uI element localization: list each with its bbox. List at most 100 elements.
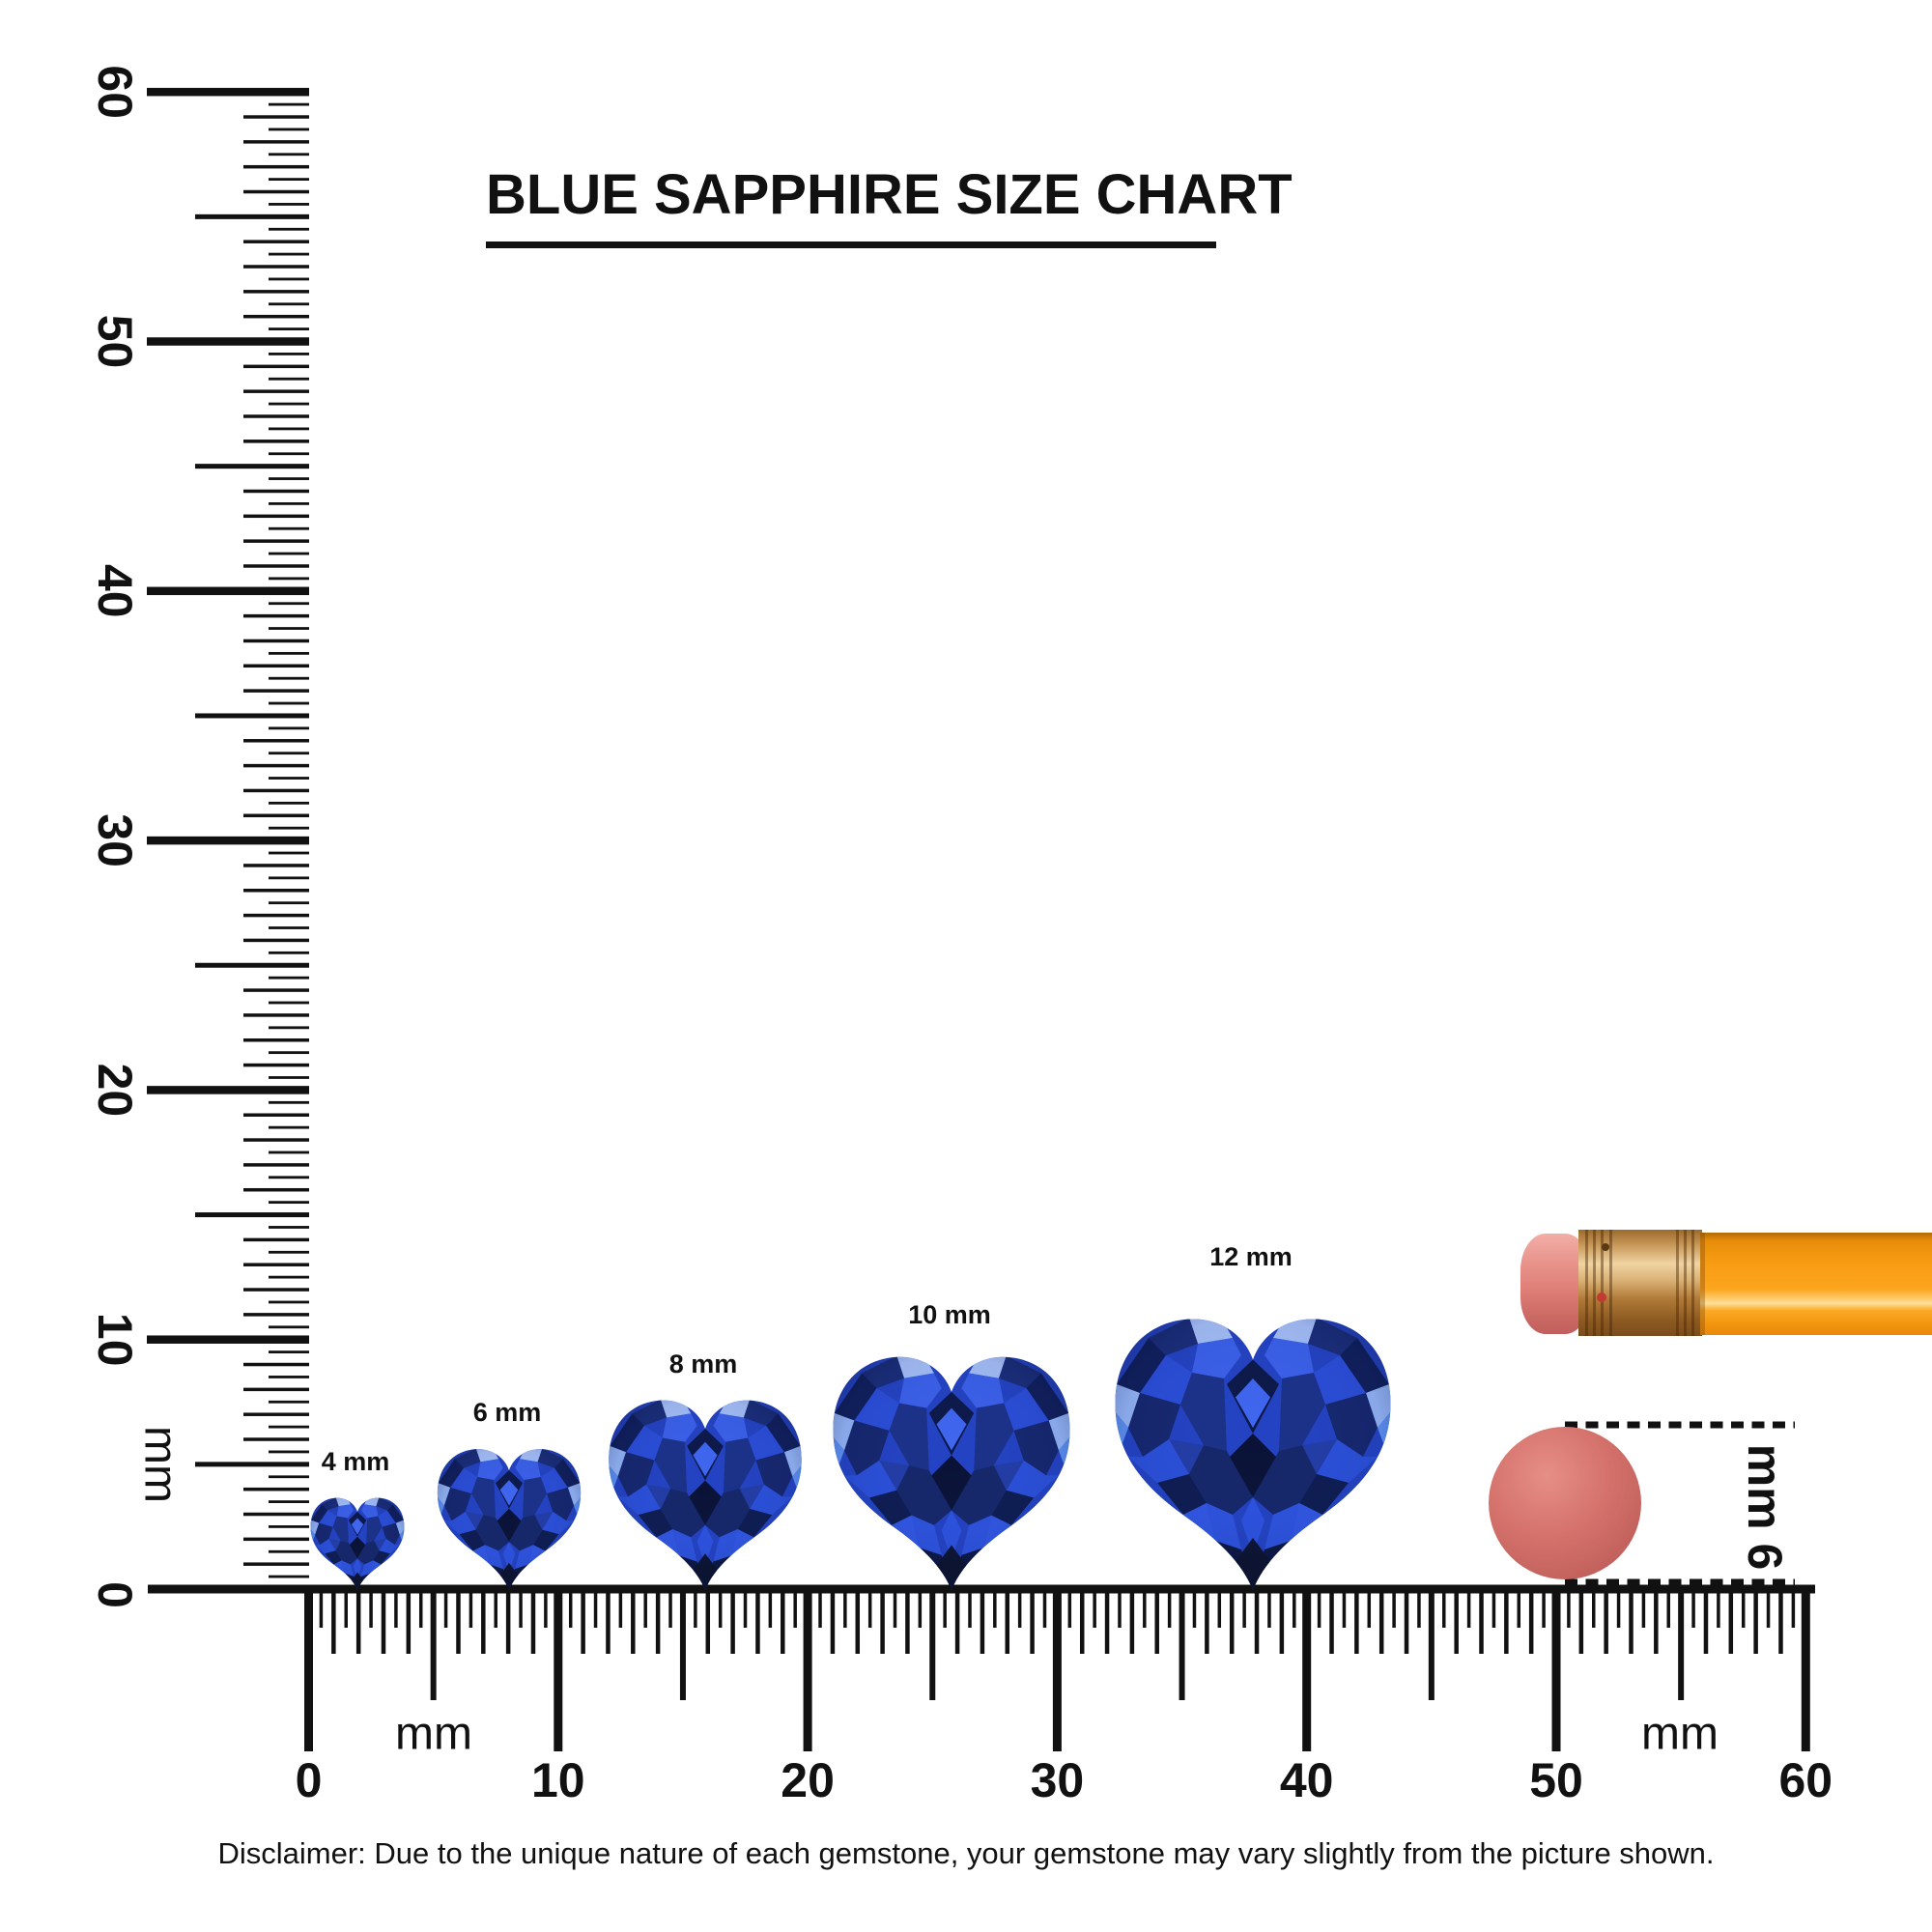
h-tick	[768, 1589, 773, 1628]
h-tick	[381, 1589, 386, 1654]
v-tick	[269, 602, 309, 606]
h-tick	[1578, 1589, 1584, 1654]
v-tick	[243, 1237, 309, 1242]
h-tick	[319, 1589, 324, 1628]
h-tick	[355, 1589, 361, 1654]
v-tick	[269, 826, 309, 830]
h-tick	[1691, 1589, 1695, 1628]
horizontal-ruler: 0 10 20 30 40 50 60 mm mm	[296, 1589, 1833, 1807]
v-tick	[243, 115, 309, 119]
h-ruler-number: 10	[531, 1753, 585, 1807]
h-tick	[1104, 1589, 1110, 1654]
h-tick	[1567, 1589, 1571, 1628]
v-tick	[269, 1325, 309, 1329]
sapphire-heart-gem-10mm	[827, 1350, 1076, 1590]
h-tick	[867, 1589, 872, 1628]
h-tick	[1030, 1589, 1035, 1654]
v-tick	[269, 1100, 309, 1104]
h-tick	[993, 1589, 997, 1628]
h-tick	[1052, 1589, 1062, 1751]
h-tick	[755, 1589, 760, 1654]
v-tick	[243, 514, 309, 519]
h-ruler-number: 30	[1031, 1753, 1085, 1807]
v-tick	[243, 1113, 309, 1117]
v-tick	[269, 501, 309, 505]
v-tick	[243, 389, 309, 393]
h-tick	[1517, 1589, 1521, 1628]
v-tick	[243, 1138, 309, 1142]
v-tick	[269, 777, 309, 780]
h-tick	[1279, 1589, 1285, 1654]
h-tick	[954, 1589, 960, 1654]
h-tick	[1766, 1589, 1771, 1628]
h-tick	[1492, 1589, 1496, 1628]
ferrule-red-dot	[1597, 1293, 1606, 1302]
v-tick	[243, 564, 309, 568]
v-tick	[269, 926, 309, 929]
v-tick	[243, 1412, 309, 1416]
h-tick	[1017, 1589, 1022, 1628]
v-ruler-number: 0	[88, 1581, 142, 1608]
h-tick	[1466, 1589, 1471, 1628]
gem-size-label: 12 mm	[1209, 1242, 1293, 1271]
h-tick	[718, 1589, 723, 1628]
h-tick	[1629, 1589, 1634, 1654]
h-tick	[1741, 1589, 1746, 1628]
h-tick	[304, 1589, 313, 1751]
v-tick	[243, 1013, 309, 1017]
v-tick	[269, 851, 309, 855]
v-tick	[269, 452, 309, 456]
h-tick	[1229, 1589, 1235, 1654]
v-tick	[243, 913, 309, 918]
h-tick	[1728, 1589, 1734, 1654]
h-tick	[530, 1589, 536, 1654]
h-tick	[1154, 1589, 1159, 1654]
v-tick	[243, 1037, 309, 1042]
v-tick	[269, 227, 309, 231]
pencil-eraser	[1520, 1234, 1590, 1334]
h-tick	[803, 1589, 812, 1751]
h-tick	[1293, 1589, 1296, 1628]
h-tick	[544, 1589, 548, 1628]
v-tick	[269, 1300, 309, 1304]
h-tick	[406, 1589, 412, 1654]
v-tick	[243, 140, 309, 144]
gem-size-label: 6 mm	[473, 1398, 542, 1427]
v-tick	[195, 1462, 309, 1467]
v-tick	[243, 1387, 309, 1392]
v-tick	[243, 539, 309, 543]
v-tick	[243, 189, 309, 194]
h-tick	[1791, 1589, 1796, 1628]
h-tick	[631, 1589, 636, 1654]
h-tick	[418, 1589, 423, 1628]
h-tick	[606, 1589, 611, 1654]
v-tick	[243, 1187, 309, 1192]
h-tick	[331, 1589, 336, 1654]
h-tick	[818, 1589, 822, 1628]
v-tick	[243, 763, 309, 768]
v-tick	[147, 337, 309, 346]
h-tick	[893, 1589, 897, 1628]
v-tick	[243, 864, 309, 867]
h-tick	[793, 1589, 797, 1628]
v-tick	[269, 302, 309, 306]
pencil-ferrule	[1578, 1230, 1702, 1336]
v-tick	[269, 976, 309, 980]
h-tick	[1267, 1589, 1271, 1628]
v-tick	[147, 1086, 309, 1094]
v-tick	[269, 676, 309, 680]
v-tick	[269, 1176, 309, 1179]
rulers: 0 10 20 30 40 50 60 mm 0 10 20 30 40 50 60 mm mm	[88, 65, 1833, 1807]
h-tick	[1542, 1589, 1546, 1628]
h-tick	[843, 1589, 847, 1628]
h-ruler-number: 0	[296, 1753, 323, 1807]
h-tick	[1079, 1589, 1085, 1654]
v-tick	[269, 552, 309, 555]
v-tick	[243, 164, 309, 169]
h-tick	[705, 1589, 711, 1654]
h-tick	[1654, 1589, 1659, 1654]
h-tick	[880, 1589, 885, 1654]
v-tick	[195, 713, 309, 719]
v-tick	[243, 314, 309, 319]
h-tick	[730, 1589, 735, 1654]
